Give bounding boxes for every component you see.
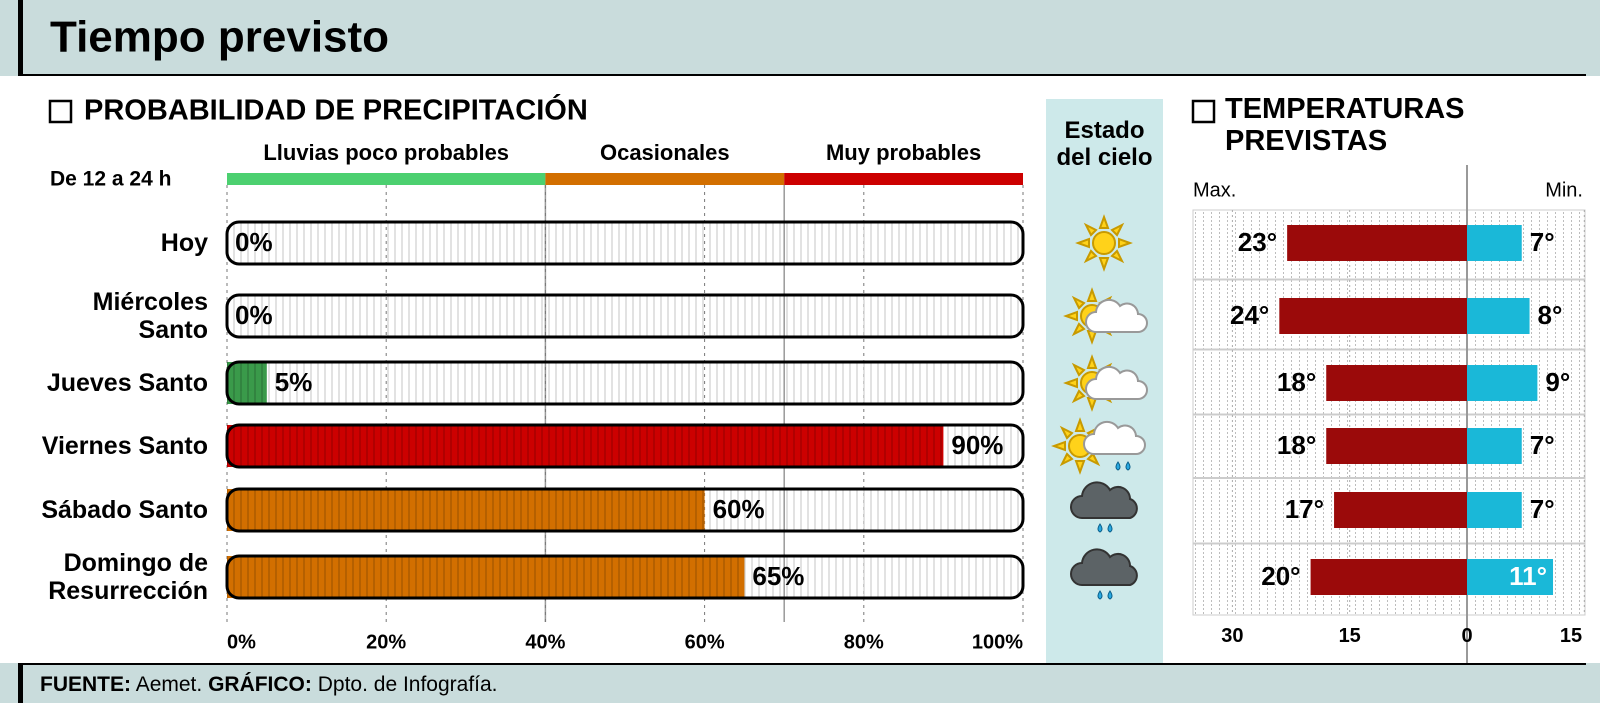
checkbox-icon [1191,99,1216,124]
bar [1467,225,1522,261]
track-outline [225,293,1025,339]
value-label: 20° [1261,561,1300,591]
bar [1287,225,1467,261]
bar-texture [227,362,267,404]
footer-text: Aemet. [136,673,203,696]
value-label: 18° [1277,367,1316,397]
header-rule [18,74,1586,76]
header-bg [0,0,1600,76]
footer-text: Dpto. de Infografía. [318,673,498,696]
value-label: 23° [1238,227,1277,257]
value-label: 0% [235,227,273,257]
track-outline [225,423,1025,469]
footer-rule [18,663,1586,665]
bar [1326,428,1467,464]
sky-label: Estado del cielo [1056,117,1153,171]
bar [1310,559,1467,595]
category-label: Sábado Santo [41,496,208,524]
temp-panel [1192,209,1586,616]
footer-bg [0,663,1600,703]
icon-sun [1077,216,1131,270]
value-label: 24° [1230,300,1269,330]
track-outline [225,554,1025,600]
value-label: 60% [713,494,765,524]
track-outline [225,360,1025,406]
category-label: Hoy [160,229,208,257]
track [227,295,1023,337]
bar [1326,365,1467,401]
band [227,173,546,185]
bar [1467,492,1522,528]
x-tick-label: 80% [844,631,884,653]
value-label: 0% [235,300,273,330]
bar [1279,298,1467,334]
x-tick-label: 20% [366,631,406,653]
value-label: 90% [951,430,1003,460]
value-label: 65% [752,561,804,591]
x-tick-label: 30 [1221,625,1243,647]
chart-subtitle: De 12 a 24 h [50,168,171,191]
track [227,362,1023,404]
x-tick-label: 15 [1339,625,1361,647]
bar [1467,365,1538,401]
chart-title: PROBABILIDAD DE PRECIPITACIÓN [84,93,588,127]
band-label: Ocasionales [600,140,730,165]
category-label: Domingo de Resurrección [48,549,208,605]
footer-label: FUENTE: [40,673,131,696]
legend-label: Max. [1193,179,1236,201]
band [545,173,785,185]
x-tick-label: 0% [227,631,256,653]
value-label: 18° [1277,430,1316,460]
checkbox-icon [48,99,73,124]
band-label: Muy probables [826,140,981,165]
bar-texture [227,556,745,598]
track-outline [225,487,1025,533]
track [227,222,1023,264]
band-label: Lluvias poco probables [263,140,509,165]
category-label: Jueves Santo [46,369,208,397]
value-label: 7° [1530,430,1555,460]
value-label: 9° [1545,367,1570,397]
category-label: Miércoles Santo [92,288,208,344]
header-accent [18,0,23,76]
x-tick-label: 40% [525,631,565,653]
value-label: 7° [1530,494,1555,524]
bar [1467,428,1522,464]
x-tick-label: 60% [685,631,725,653]
x-tick-label: 15 [1560,625,1582,647]
footer: FUENTE: Aemet. GRÁFICO: Dpto. de Infogra… [40,673,498,696]
value-label: 8° [1538,300,1563,330]
value-label: 7° [1530,227,1555,257]
chart-title: TEMPERATURAS PREVISTAS [1225,93,1465,158]
bar [1334,492,1467,528]
x-tick-label: 0 [1461,625,1472,647]
footer-accent [18,663,23,703]
bar-texture [227,489,705,531]
value-label: 17° [1285,494,1324,524]
footer-label: GRÁFICO: [208,673,312,696]
page-title: Tiempo previsto [50,13,389,62]
track-outline [225,220,1025,266]
bar-texture [227,425,944,467]
value-label: 11° [1509,561,1547,591]
category-label: Viernes Santo [41,432,208,460]
x-tick-label: 100% [972,631,1023,653]
value-label: 5% [275,367,313,397]
band [784,173,1023,185]
legend-label: Min. [1545,179,1583,201]
bar [1467,559,1554,595]
bar [1467,298,1530,334]
